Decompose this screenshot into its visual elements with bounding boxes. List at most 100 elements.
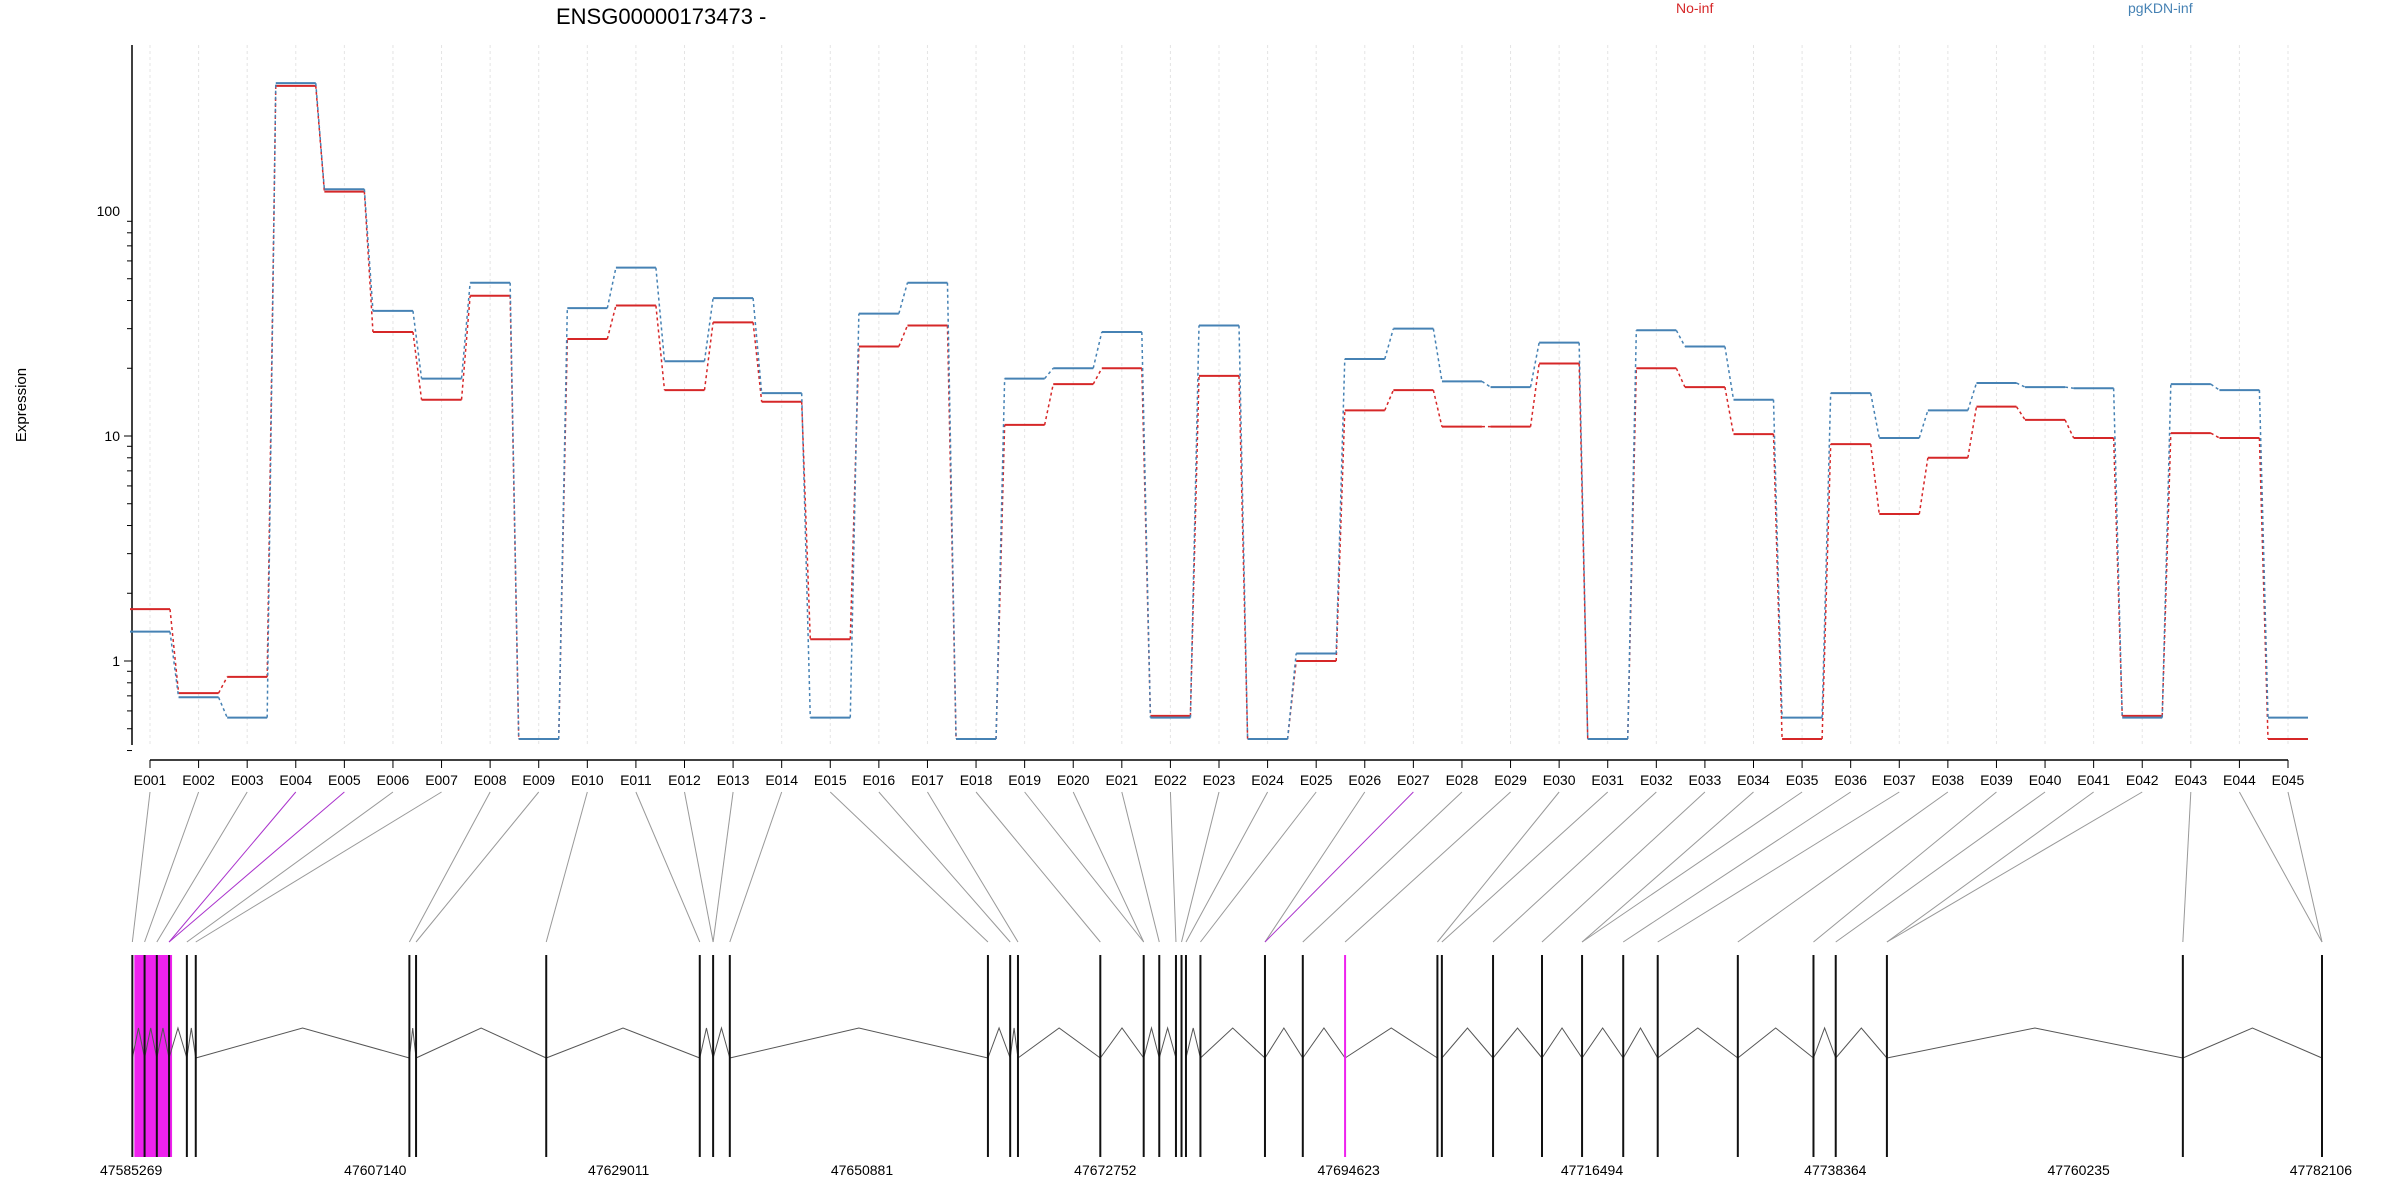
- exon-connector-line: [1264, 791, 1414, 943]
- exon-tick-label: E026: [1348, 772, 1381, 788]
- exon-tick-label: E044: [2223, 772, 2256, 788]
- genomic-axis: 47585269 47607140 47629011 47650881 47672752…: [100, 1162, 2352, 1178]
- series-connector-segment: [1967, 382, 1978, 411]
- exon-connector-line: [1185, 791, 1269, 943]
- exon-tick-label: E035: [1786, 772, 1819, 788]
- series-connector-segment: [1529, 342, 1540, 388]
- exon-tick-label: E028: [1446, 772, 1479, 788]
- exon-tick-label: E017: [911, 772, 944, 788]
- exon-tick-label: E001: [134, 772, 167, 788]
- exon-tick-label: E038: [1932, 772, 1965, 788]
- intron-line: [131, 1027, 146, 1059]
- legend-pgkdn-inf: pgKDN-inf: [2128, 0, 2193, 16]
- intron-line: [1541, 1027, 1583, 1059]
- exon-connector-line: [195, 791, 442, 943]
- series-connector-segment: [2210, 383, 2220, 391]
- exon-connector-line: [1835, 791, 2046, 943]
- genomic-tick-label: 47716494: [1561, 1162, 1624, 1178]
- series-connector-segment: [363, 189, 374, 311]
- series-connector-segment: [898, 282, 909, 314]
- exon-connector-line: [156, 791, 248, 943]
- series-connector-segment: [266, 83, 277, 718]
- series-connector-segment: [1238, 375, 1249, 740]
- series-connector-segment: [752, 322, 763, 402]
- exon-tick-label: E023: [1203, 772, 1236, 788]
- exon-tick-label: E013: [717, 772, 750, 788]
- series-connector-segment: [606, 267, 617, 309]
- grid-lines: [149, 45, 2289, 745]
- intron-line: [1017, 1027, 1101, 1059]
- exon-connector-line: [2238, 791, 2323, 943]
- intron-line: [168, 1026, 188, 1059]
- intron-line: [144, 1027, 158, 1059]
- series-connector-segment: [412, 331, 423, 400]
- series-connector-segment: [1092, 367, 1103, 385]
- exon-tick-label: E027: [1397, 772, 1430, 788]
- intron-line: [1099, 1027, 1145, 1059]
- genomic-tick-label: 47782106: [2290, 1162, 2353, 1178]
- series-connector-segment: [1918, 457, 1929, 515]
- exon-connector-line: [1072, 791, 1145, 943]
- series-connector-segment: [169, 609, 180, 694]
- exon-connector-line: [144, 791, 200, 943]
- series-connector-segment: [2016, 382, 2026, 388]
- series-connector-segment: [1141, 331, 1152, 718]
- series-connector-segment: [1189, 375, 1200, 716]
- exon-tick-label: E015: [814, 772, 847, 788]
- exon-tick-label: E024: [1251, 772, 1284, 788]
- y-axis-label: Expression: [13, 368, 30, 442]
- exon-connector-line: [1886, 791, 2143, 943]
- exon-connector-line: [1302, 791, 1463, 943]
- intron-line: [1492, 1027, 1543, 1059]
- series-connector-segment: [1772, 434, 1783, 740]
- series-connector-segment: [946, 282, 957, 740]
- exon-tick-label: E021: [1105, 772, 1138, 788]
- intron-line: [712, 1026, 731, 1059]
- exon-connector-line: [712, 791, 734, 943]
- exon-connector-line: [2182, 791, 2192, 943]
- exon-tick-label: E019: [1008, 772, 1041, 788]
- intron-line: [1302, 1027, 1346, 1059]
- exon-connector-line: [878, 791, 1011, 943]
- series-connector-segment: [1724, 386, 1735, 435]
- exon-tick-label: E008: [474, 772, 507, 788]
- exon-tick-label: E009: [522, 772, 555, 788]
- intron-line: [1657, 1027, 1739, 1059]
- exon-tick-label: E022: [1154, 772, 1187, 788]
- exon-tick-label: E029: [1494, 772, 1527, 788]
- series-connector-segment: [1529, 363, 1540, 427]
- exon-connector-line: [684, 791, 714, 943]
- exon-connector-line: [1813, 791, 1997, 943]
- exon-connector-line: [635, 791, 701, 943]
- y-tick-label: 1: [112, 653, 120, 669]
- genomic-tick-label: 47760235: [2048, 1162, 2111, 1178]
- series-connector-segment: [898, 325, 909, 347]
- exon-connector-line: [1886, 791, 2094, 943]
- exon-tick-label: E037: [1883, 772, 1916, 788]
- exon-connector-line: [729, 791, 783, 943]
- series-connector-segment: [655, 267, 666, 362]
- intron-line: [186, 1027, 197, 1059]
- series-connector-segment: [1238, 325, 1249, 740]
- intron-line: [408, 1027, 417, 1059]
- intron-line: [729, 1027, 989, 1059]
- intron-line: [699, 1027, 714, 1059]
- intron-line: [1581, 1027, 1624, 1059]
- exon-connector-line: [1622, 791, 1851, 943]
- intron-line: [1835, 1027, 1888, 1059]
- exon-tick-label: E040: [2029, 772, 2062, 788]
- intron-line: [1185, 1027, 1201, 1059]
- series-connector-segment: [606, 305, 617, 340]
- series-connector-segment: [1043, 383, 1054, 426]
- exon-connector-line: [186, 791, 394, 943]
- exon-tick-label: E039: [1980, 772, 2013, 788]
- series-connector-segment: [460, 282, 471, 379]
- exon-tick-label: E045: [2272, 772, 2305, 788]
- exon-connector-line: [131, 791, 151, 943]
- series-connector-segment: [1578, 363, 1589, 740]
- intron-line: [1200, 1027, 1266, 1059]
- exon-tick-label: E011: [620, 772, 652, 788]
- exon-connector-line: [1492, 791, 1657, 943]
- series-connector-segment: [2210, 432, 2220, 439]
- series-connector-segment: [1675, 367, 1686, 388]
